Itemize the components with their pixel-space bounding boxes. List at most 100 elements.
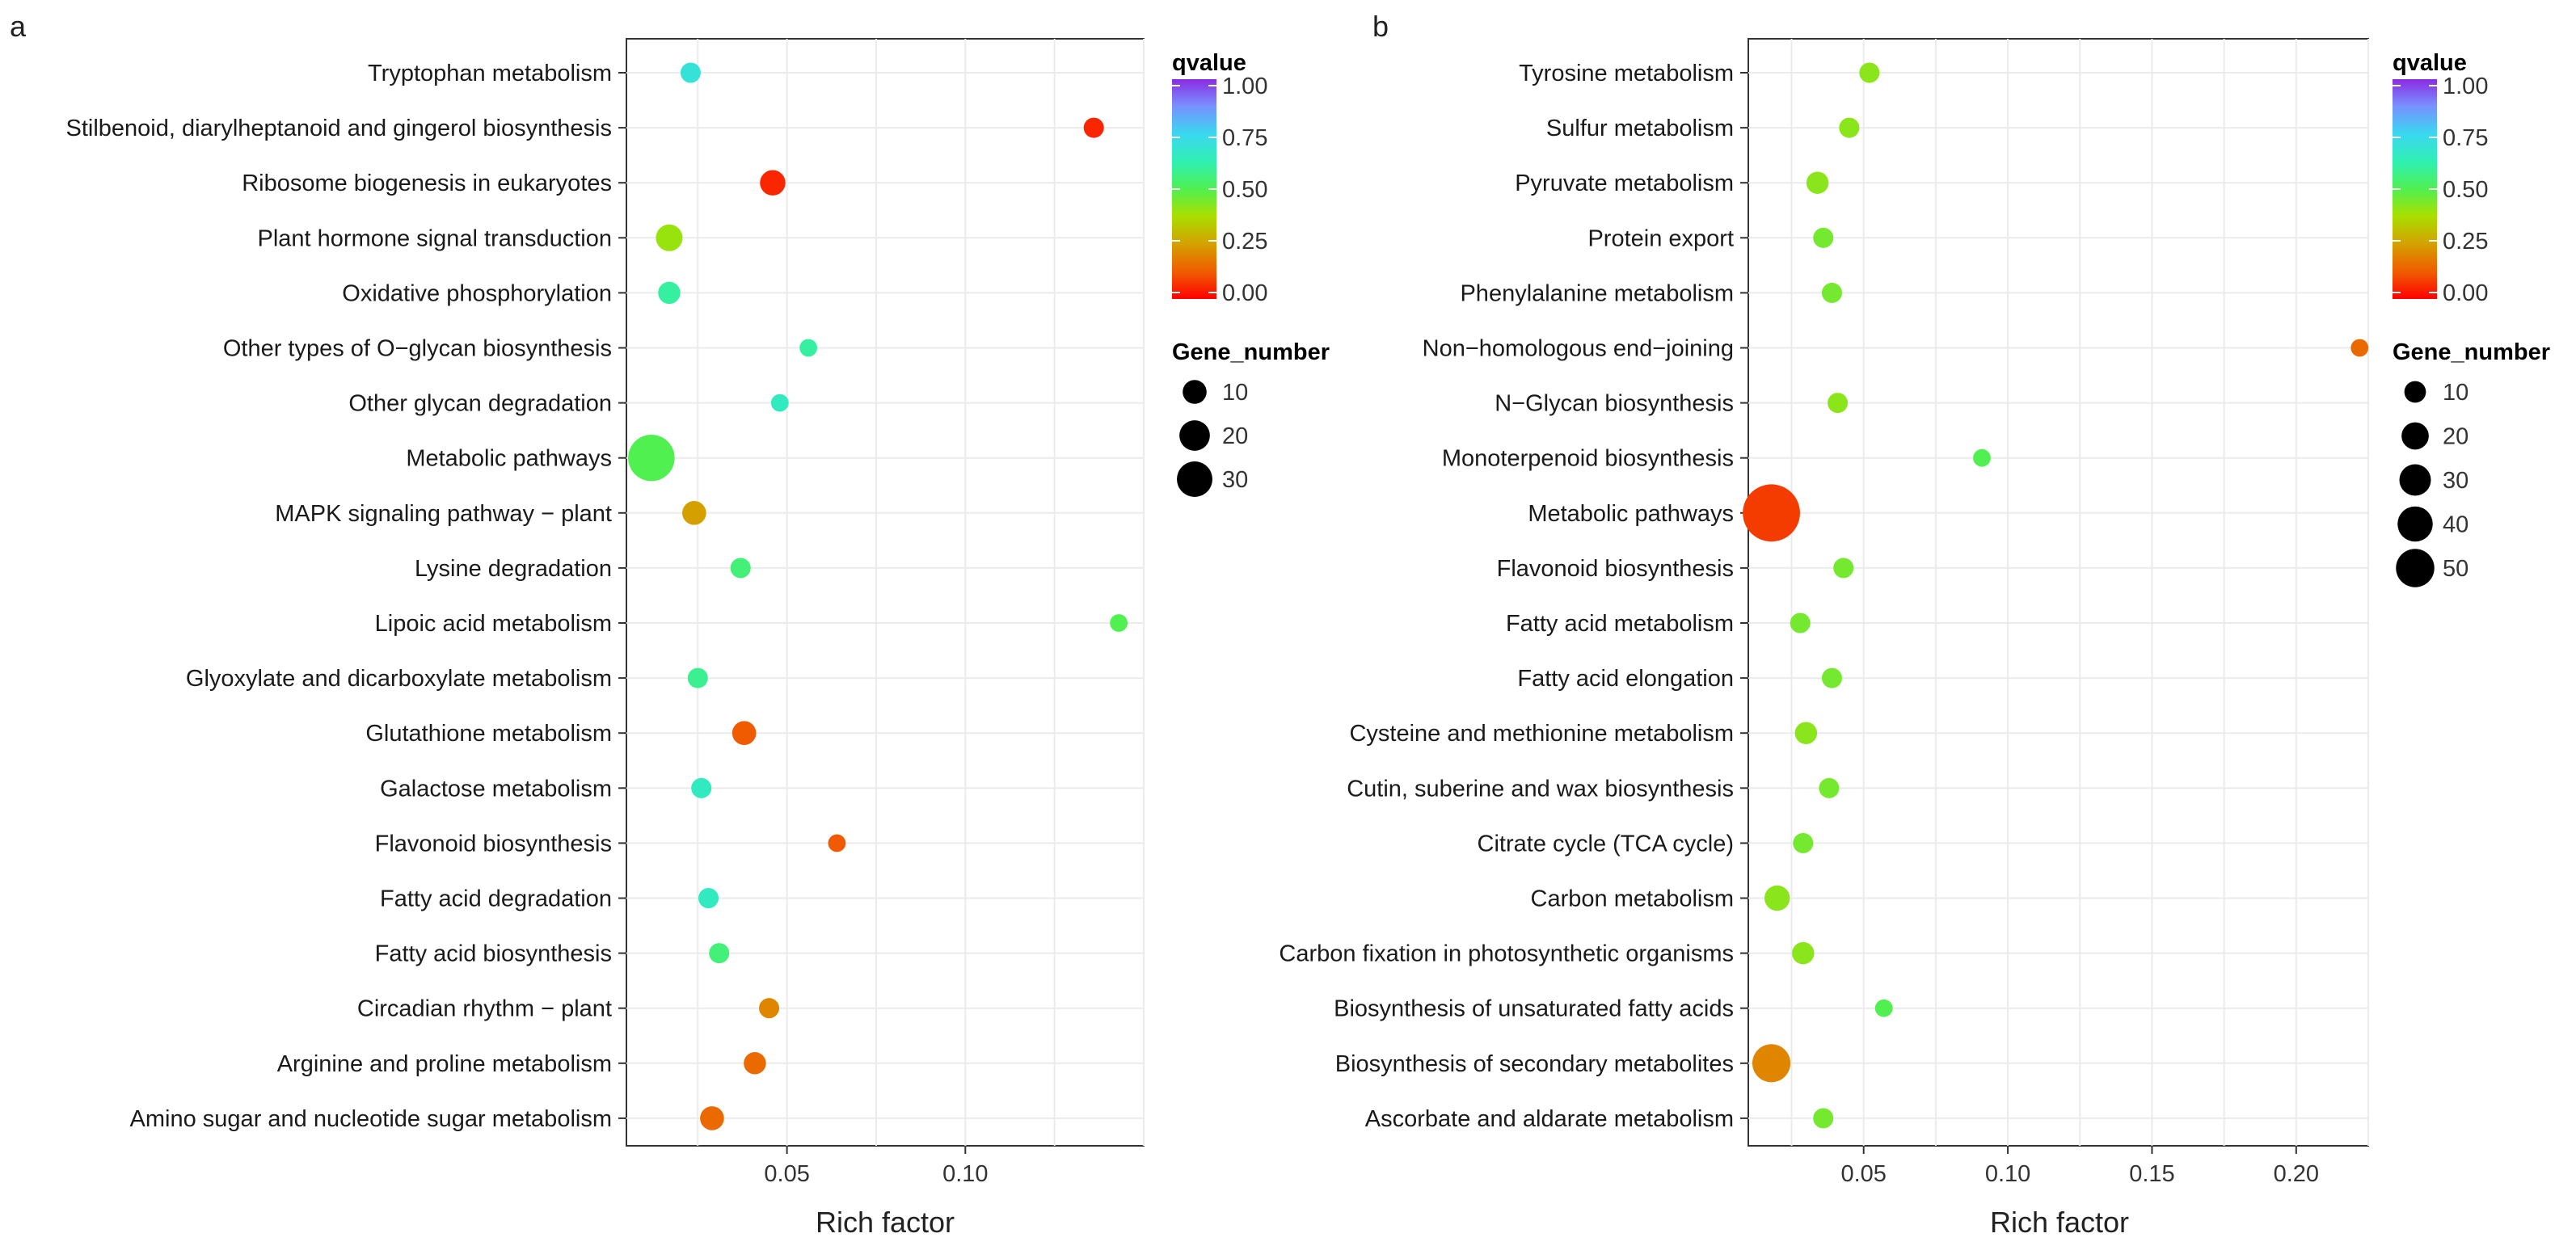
- y-axis: Tryptophan metabolism Stilbenoid, diarylh…: [65, 61, 626, 1132]
- y-tick-label: Phenylalanine metabolism: [1460, 280, 1734, 306]
- data-point: [799, 339, 818, 357]
- color-legend-label: 0.50: [2443, 177, 2488, 203]
- legend-a: qvalue 1.000.750.500.250.00 Gene_number …: [1172, 50, 1330, 497]
- data-point: [1839, 117, 1860, 138]
- y-axis: Tyrosine metabolism Sulfur metabolism Pyru…: [1279, 61, 1748, 1132]
- panel-b: b Tyrosine metabolism Sulfur metabolism Py…: [1279, 10, 2550, 1239]
- data-point: [1821, 282, 1842, 303]
- y-tick-label: Carbon fixation in photosynthetic organi…: [1279, 941, 1734, 967]
- size-legend-title: Gene_number: [2393, 339, 2550, 365]
- data-point: [1794, 722, 1818, 744]
- data-point: [1813, 227, 1834, 248]
- x-tick-label: 0.10: [942, 1161, 988, 1187]
- size-legend-label: 10: [1222, 380, 1248, 406]
- x-axis: 0.05 0.10 0.15 0.20: [1840, 1146, 2319, 1187]
- size-legend-label: 40: [2443, 512, 2468, 538]
- data-point: [1083, 117, 1104, 138]
- data-point: [744, 1052, 766, 1075]
- size-legend-dot: [2404, 381, 2426, 403]
- size-legend-label: 10: [2443, 380, 2468, 406]
- data-point: [1790, 612, 1811, 634]
- y-tick-label: MAPK signaling pathway − plant: [275, 501, 612, 527]
- data-point: [1828, 393, 1849, 414]
- data-point: [770, 394, 789, 412]
- data-point: [828, 834, 846, 852]
- size-legend-label: 20: [2443, 424, 2468, 450]
- data-point: [1821, 667, 1842, 688]
- y-tick-label: Carbon metabolism: [1531, 886, 1734, 912]
- color-legend-ticks: 1.00 0.75 0.50 0.25 0.00: [1172, 74, 1267, 306]
- size-legend-label: 30: [1222, 467, 1248, 493]
- y-tick-label: Fatty acid metabolism: [1506, 611, 1734, 637]
- data-point: [682, 501, 706, 525]
- grid-lines: [626, 39, 1145, 1146]
- size-legend-title: Gene_number: [1172, 339, 1330, 365]
- color-legend-title: qvalue: [1172, 50, 1246, 76]
- data-points: [1743, 62, 2369, 1129]
- y-tick-label: Galactose metabolism: [380, 776, 612, 802]
- size-legend-label: 50: [2443, 556, 2468, 582]
- data-point: [680, 62, 701, 83]
- y-tick-label: Plant hormone signal transduction: [258, 225, 612, 251]
- data-point: [1813, 1108, 1834, 1129]
- y-tick-label: Amino sugar and nucleotide sugar metabol…: [130, 1106, 612, 1132]
- y-tick-label: Biosynthesis of unsaturated fatty acids: [1334, 996, 1734, 1022]
- color-legend-label: 0.00: [1222, 280, 1267, 306]
- data-point: [1833, 558, 1854, 579]
- color-legend-label: 0.50: [1222, 177, 1267, 203]
- x-tick-label: 0.20: [2274, 1161, 2319, 1187]
- color-legend-label: 0.00: [2443, 280, 2488, 306]
- data-point: [1752, 1044, 1791, 1083]
- data-point: [1806, 171, 1829, 194]
- data-point: [1973, 448, 1991, 467]
- color-legend-label: 1.00: [2443, 74, 2488, 99]
- data-points: [628, 62, 1128, 1130]
- y-tick-label: Metabolic pathways: [406, 446, 612, 472]
- y-tick-label: Lysine degradation: [415, 556, 612, 582]
- y-tick-label: Oxidative phosphorylation: [342, 280, 612, 306]
- y-tick-label: Ribosome biogenesis in eukaryotes: [242, 170, 612, 196]
- y-tick-label: Fatty acid elongation: [1517, 666, 1734, 692]
- plot-area: [626, 38, 1145, 1147]
- data-point: [628, 434, 675, 482]
- y-tick-label: Non−homologous end−joining: [1423, 336, 1734, 362]
- y-tick-label: Biosynthesis of secondary metabolites: [1335, 1051, 1734, 1077]
- data-point: [1874, 999, 1893, 1017]
- x-axis-title: Rich factor: [816, 1206, 955, 1239]
- y-tick-label: Arginine and proline metabolism: [277, 1051, 612, 1077]
- size-legend-dot: [1177, 461, 1212, 497]
- size-legend-dot: [2399, 464, 2431, 496]
- data-point: [1743, 484, 1800, 542]
- y-tick-label: Circadian rhythm − plant: [357, 996, 612, 1022]
- y-tick-label: Cutin, suberine and wax biosynthesis: [1347, 776, 1734, 802]
- size-legend-dot: [1183, 380, 1207, 404]
- size-legend: 10 20 30 40 50: [2396, 380, 2468, 587]
- size-legend: 10 20 30: [1177, 380, 1248, 497]
- x-axis: 0.05 0.10: [764, 1146, 989, 1187]
- data-point: [709, 943, 730, 964]
- plot-area: [1748, 38, 2369, 1147]
- y-tick-label: Fatty acid degradation: [380, 886, 612, 912]
- y-tick-label: Glutathione metabolism: [365, 721, 612, 747]
- y-tick-label: Flavonoid biosynthesis: [1497, 556, 1734, 582]
- y-tick-label: Glyoxylate and dicarboxylate metabolism: [186, 666, 612, 692]
- color-legend-ticks: 1.00 0.75 0.50 0.25 0.00: [2393, 74, 2488, 306]
- x-tick-label: 0.10: [1985, 1161, 2030, 1187]
- y-tick-label: Tyrosine metabolism: [1519, 61, 1734, 86]
- data-point: [687, 667, 708, 688]
- size-legend-dot: [2396, 549, 2435, 587]
- y-tick-label: Sulfur metabolism: [1546, 116, 1734, 141]
- size-legend-label: 30: [2443, 468, 2468, 494]
- y-tick-label: Stilbenoid, diarylheptanoid and gingerol…: [65, 116, 612, 141]
- data-point: [656, 224, 683, 251]
- color-legend-label: 0.75: [2443, 125, 2488, 151]
- data-point: [658, 281, 681, 305]
- size-legend-dot: [2401, 422, 2429, 450]
- panel-a-label: a: [10, 10, 27, 43]
- y-tick-label: Protein export: [1587, 225, 1734, 251]
- data-point: [731, 721, 757, 745]
- color-legend-label: 0.25: [1222, 229, 1267, 255]
- y-tick-label: Metabolic pathways: [1528, 501, 1734, 527]
- data-point: [1859, 62, 1880, 83]
